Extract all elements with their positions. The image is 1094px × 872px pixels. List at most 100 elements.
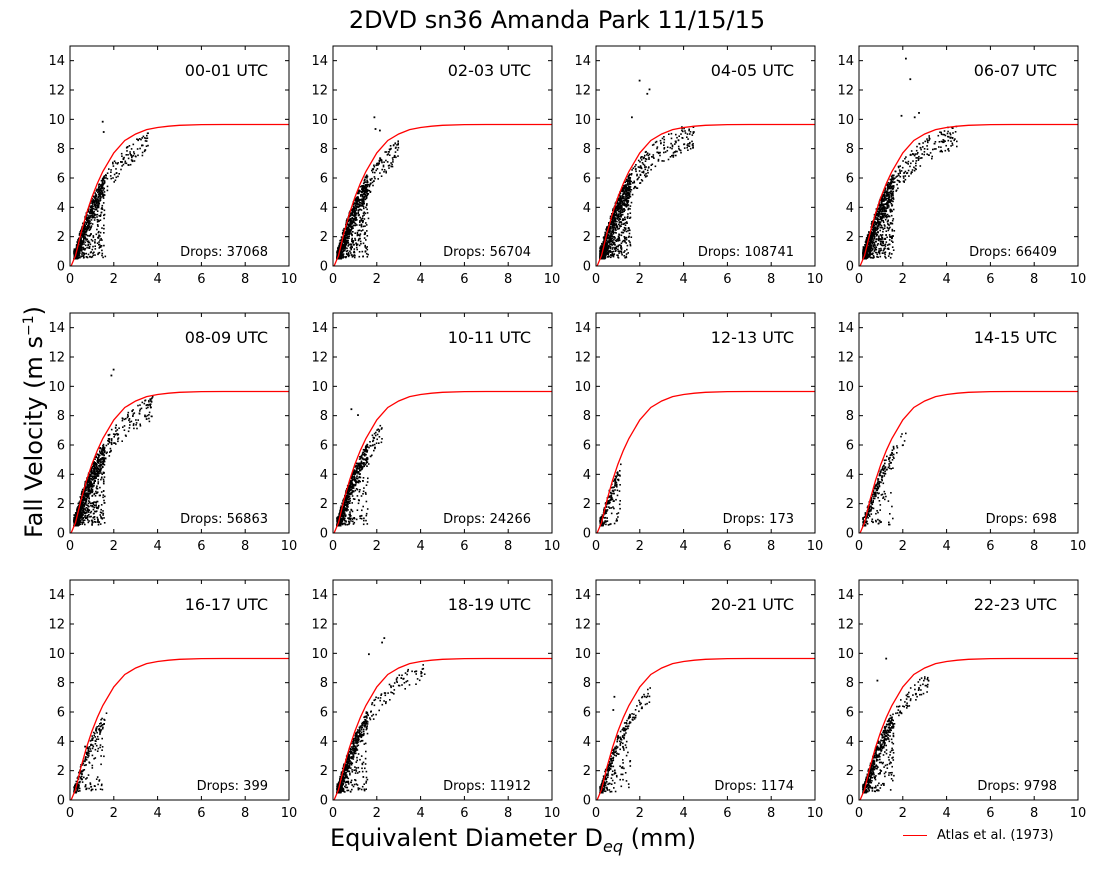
scatter-point — [88, 477, 90, 480]
scatter-point — [95, 197, 97, 200]
scatter-point — [92, 212, 94, 215]
scatter-point — [915, 168, 917, 171]
scatter-point — [630, 174, 633, 176]
scatter-point — [872, 241, 874, 243]
scatter-point — [887, 197, 889, 200]
scatter-point — [96, 221, 99, 223]
scatter-point — [625, 188, 628, 191]
scatter-point — [620, 202, 622, 205]
scatter-point — [949, 133, 952, 136]
scatter-point — [626, 194, 629, 197]
scatter-point — [74, 249, 77, 251]
scatter-point — [872, 245, 874, 247]
scatter-point — [372, 184, 374, 187]
scatter-point — [883, 197, 886, 200]
scatter-point — [873, 246, 876, 249]
scatter-point — [916, 153, 918, 155]
scatter-point — [87, 211, 90, 213]
scatter-point — [364, 246, 366, 248]
scatter-point — [90, 219, 93, 221]
scatter-point — [923, 153, 925, 156]
scatter-point — [364, 225, 366, 227]
scatter-point — [90, 487, 93, 490]
scatter-point — [611, 227, 614, 229]
scatter-point — [608, 240, 610, 242]
scatter-point — [606, 251, 609, 254]
scatter-point — [362, 190, 364, 193]
scatter-point — [881, 241, 884, 244]
scatter-point — [637, 159, 640, 162]
scatter-point — [616, 220, 618, 223]
scatter-point — [357, 196, 359, 198]
scatter-point — [350, 228, 353, 230]
scatter-point — [891, 188, 894, 190]
scatter-point — [85, 252, 87, 255]
scatter-point — [606, 227, 608, 230]
scatter-point — [92, 215, 95, 217]
scatter-point — [625, 201, 628, 203]
scatter-point — [667, 158, 670, 161]
scatter-point — [77, 256, 80, 259]
scatter-point — [100, 196, 102, 199]
scatter-point — [689, 141, 691, 144]
scatter-point — [886, 202, 888, 204]
scatter-point — [355, 207, 358, 210]
scatter-point — [350, 225, 352, 228]
scatter-point — [358, 229, 361, 232]
scatter-point — [141, 137, 143, 139]
scatter-point — [610, 243, 612, 246]
scatter-point — [619, 207, 621, 210]
scatter-point — [870, 234, 873, 236]
scatter-point — [379, 157, 381, 159]
scatter-point — [877, 227, 879, 229]
scatter-point — [100, 478, 102, 481]
scatter-point — [396, 144, 398, 146]
scatter-point — [621, 208, 623, 211]
scatter-point — [351, 240, 353, 243]
scatter-point — [916, 157, 919, 159]
scatter-point — [663, 148, 665, 150]
scatter-point — [663, 160, 665, 162]
scatter-point — [895, 189, 898, 192]
scatter-point — [147, 406, 149, 409]
scatter-point — [363, 198, 365, 200]
scatter-point — [870, 247, 873, 249]
scatter-point — [358, 205, 360, 208]
scatter-point — [948, 136, 950, 138]
scatter-point — [101, 181, 104, 183]
y-tick-label: 10 — [574, 113, 591, 128]
scatter-point — [625, 204, 627, 207]
scatter-point — [98, 202, 100, 204]
scatter-point — [623, 184, 625, 187]
scatter-point — [105, 444, 108, 447]
x-tick-label: 10 — [544, 272, 561, 287]
scatter-point — [85, 223, 88, 225]
scatter-point — [85, 239, 87, 241]
scatter-point — [935, 148, 937, 150]
scatter-point — [617, 228, 619, 230]
scatter-point — [882, 219, 884, 222]
scatter-point — [616, 254, 618, 256]
scatter-point — [878, 251, 880, 254]
scatter-point — [354, 222, 356, 225]
scatter-point — [878, 218, 881, 221]
scatter-point — [613, 226, 615, 229]
scatter-point — [625, 186, 628, 189]
scatter-point — [373, 116, 376, 119]
scatter-point — [607, 253, 610, 256]
scatter-point — [351, 221, 354, 223]
scatter-point — [358, 192, 360, 195]
scatter-point — [869, 249, 872, 251]
scatter-point — [640, 156, 643, 158]
scatter-point — [617, 206, 620, 208]
scatter-point — [620, 248, 623, 251]
scatter-point — [881, 219, 883, 222]
scatter-point — [625, 180, 628, 182]
scatter-point — [625, 193, 628, 195]
scatter-point — [639, 166, 641, 169]
scatter-point — [82, 254, 85, 257]
scatter-point — [90, 489, 92, 491]
scatter-point — [95, 504, 97, 506]
scatter-point — [105, 177, 107, 179]
y-tick-label: 6 — [320, 172, 328, 187]
